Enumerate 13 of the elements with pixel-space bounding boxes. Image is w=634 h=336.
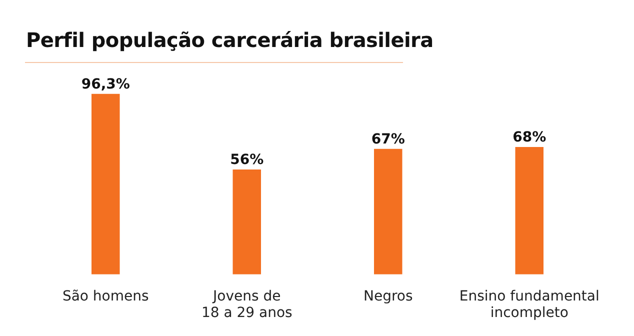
data-label: 68%: [512, 130, 546, 146]
chart-title: Perfil população carcerária brasileira: [26, 28, 434, 52]
x-tick-label: São homens: [62, 288, 149, 304]
bar: [374, 148, 402, 274]
bar: [92, 94, 120, 274]
bar: [515, 146, 544, 274]
bar: [232, 169, 261, 274]
x-tick-label: Negros: [363, 288, 413, 304]
data-label: 96,3%: [81, 76, 130, 93]
data-label: 67%: [371, 131, 405, 148]
x-tick-label: Ensino fundamental incompleto: [459, 288, 600, 322]
x-tick-label: Jovens de 18 a 29 anos: [201, 288, 292, 322]
data-label: 56%: [230, 152, 264, 168]
